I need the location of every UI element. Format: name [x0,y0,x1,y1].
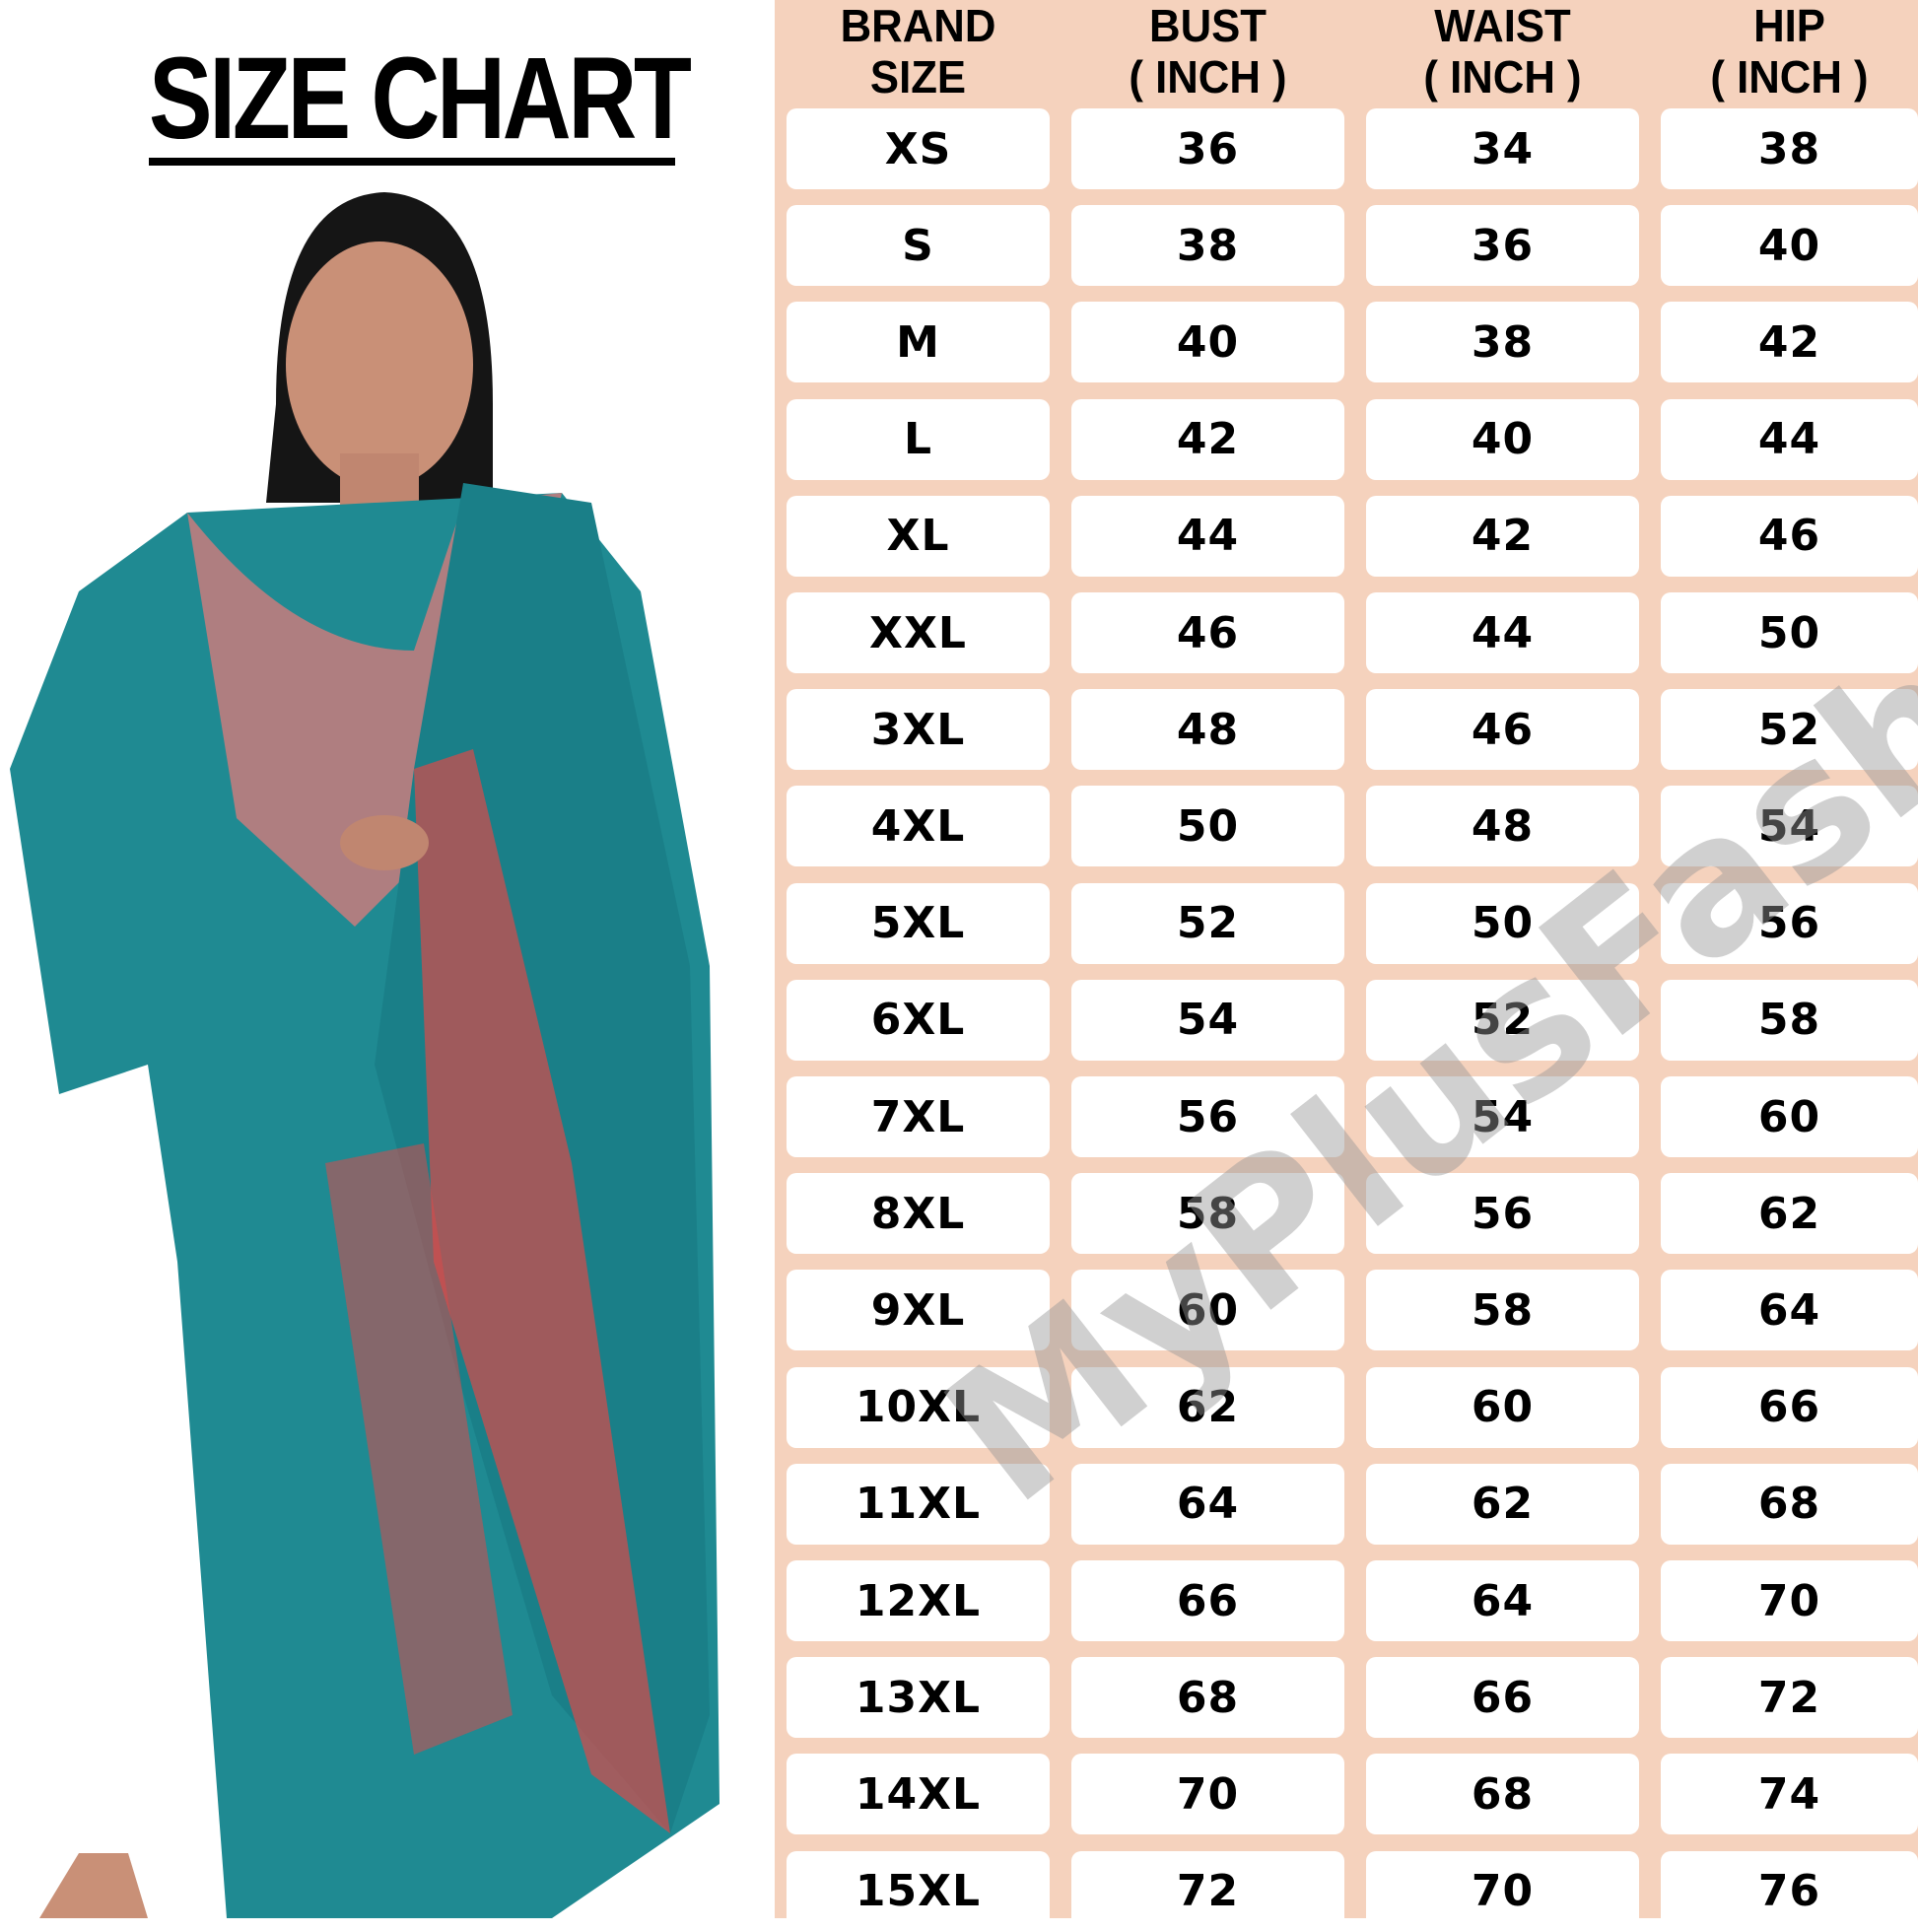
table-cell-waist: 56 [1366,1173,1639,1255]
table-cell-hip: 56 [1661,882,1918,964]
table-cell-brand-size: XS [787,108,1050,189]
column-header-hip: HIP( INCH ) [1668,0,1912,106]
table-cell-hip: 70 [1661,1560,1918,1641]
page-title: SIZE CHART [149,34,692,164]
table-cell-brand-size: S [787,205,1050,287]
table-cell-hip: 68 [1661,1463,1918,1545]
table-cell-hip: 60 [1661,1076,1918,1157]
table-cell-hip: 54 [1661,786,1918,867]
table-cell-waist: 42 [1366,495,1639,577]
table-cell-bust: 50 [1071,786,1344,867]
table-cell-brand-size: 11XL [787,1463,1050,1545]
column-header-brand-size: BRAND SIZE [793,0,1044,106]
table-cell-bust: 68 [1071,1657,1344,1739]
table-cell-waist: 60 [1366,1366,1639,1448]
table-cell-waist: 44 [1366,592,1639,673]
table-cell-bust: 36 [1071,108,1344,189]
table-cell-waist: 38 [1366,302,1639,383]
header-line: ( INCH ) [1710,51,1869,103]
header-line: ( INCH ) [1129,51,1287,103]
table-cell-brand-size: 6XL [787,979,1050,1061]
table-cell-brand-size: 7XL [787,1076,1050,1157]
table-cell-hip: 38 [1661,108,1918,189]
table-cell-bust: 72 [1071,1850,1344,1932]
table-cell-waist: 52 [1366,979,1639,1061]
header-line: BRAND [840,0,996,51]
table-cell-waist: 48 [1366,786,1639,867]
table-cell-bust: 64 [1071,1463,1344,1545]
header-line: WAIST [1434,0,1571,51]
table-cell-waist: 64 [1366,1560,1639,1641]
table-cell-brand-size: 10XL [787,1366,1050,1448]
table-cell-hip: 44 [1661,398,1918,480]
column-header-waist: WAIST( INCH ) [1373,0,1632,106]
table-cell-waist: 50 [1366,882,1639,964]
table-cell-bust: 44 [1071,495,1344,577]
table-cell-waist: 68 [1366,1754,1639,1835]
table-cell-hip: 62 [1661,1173,1918,1255]
table-cell-brand-size: 14XL [787,1754,1050,1835]
table-cell-brand-size: 9XL [787,1270,1050,1351]
table-cell-hip: 42 [1661,302,1918,383]
table-cell-bust: 46 [1071,592,1344,673]
table-cell-brand-size: M [787,302,1050,383]
table-cell-brand-size: 3XL [787,689,1050,771]
table-cell-bust: 40 [1071,302,1344,383]
header-line: ( INCH ) [1423,51,1582,103]
table-cell-bust: 52 [1071,882,1344,964]
table-cell-waist: 62 [1366,1463,1639,1545]
table-cell-hip: 76 [1661,1850,1918,1932]
table-cell-bust: 58 [1071,1173,1344,1255]
table-cell-bust: 66 [1071,1560,1344,1641]
table-cell-hip: 50 [1661,592,1918,673]
header-line: BUST [1149,0,1267,51]
table-cell-bust: 48 [1071,689,1344,771]
table-cell-brand-size: 12XL [787,1560,1050,1641]
table-cell-hip: 74 [1661,1754,1918,1835]
table-cell-hip: 46 [1661,495,1918,577]
table-cell-waist: 40 [1366,398,1639,480]
table-cell-bust: 60 [1071,1270,1344,1351]
header-line: SIZE [869,51,967,103]
table-cell-brand-size: L [787,398,1050,480]
table-cell-waist: 54 [1366,1076,1639,1157]
table-cell-waist: 58 [1366,1270,1639,1351]
model-photo [0,177,749,1918]
table-cell-brand-size: 5XL [787,882,1050,964]
table-cell-bust: 70 [1071,1754,1344,1835]
table-cell-hip: 66 [1661,1366,1918,1448]
table-cell-hip: 58 [1661,979,1918,1061]
table-cell-brand-size: 13XL [787,1657,1050,1739]
table-cell-bust: 56 [1071,1076,1344,1157]
table-cell-brand-size: 4XL [787,786,1050,867]
title-underline [149,158,675,166]
table-cell-waist: 70 [1366,1850,1639,1932]
table-cell-brand-size: 15XL [787,1850,1050,1932]
table-cell-bust: 38 [1071,205,1344,287]
table-cell-hip: 40 [1661,205,1918,287]
table-cell-waist: 66 [1366,1657,1639,1739]
table-cell-bust: 42 [1071,398,1344,480]
table-cell-hip: 52 [1661,689,1918,771]
table-cell-waist: 46 [1366,689,1639,771]
column-header-bust: BUST( INCH ) [1078,0,1337,106]
table-cell-brand-size: 8XL [787,1173,1050,1255]
table-cell-brand-size: XL [787,495,1050,577]
table-cell-brand-size: XXL [787,592,1050,673]
table-cell-bust: 62 [1071,1366,1344,1448]
header-line: HIP [1753,0,1825,51]
table-cell-waist: 34 [1366,108,1639,189]
table-cell-waist: 36 [1366,205,1639,287]
table-cell-hip: 64 [1661,1270,1918,1351]
table-cell-hip: 72 [1661,1657,1918,1739]
table-cell-bust: 54 [1071,979,1344,1061]
